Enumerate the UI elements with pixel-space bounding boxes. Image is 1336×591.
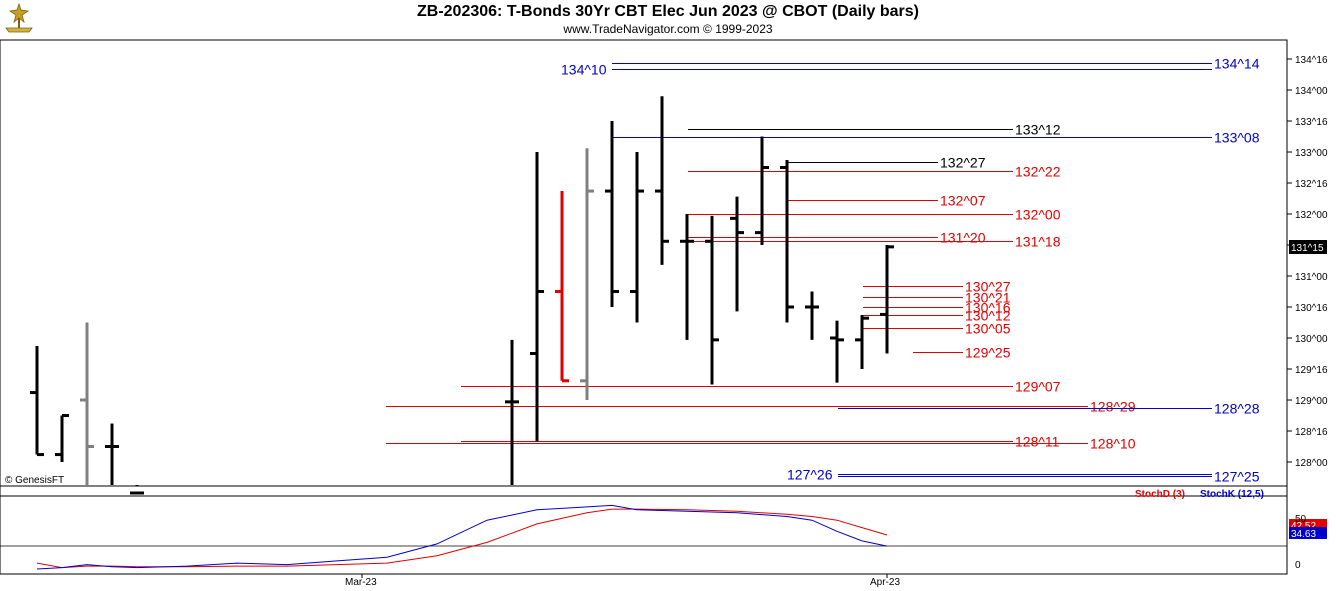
- level-label-11: 130^21: [965, 290, 1011, 306]
- stoch-legend-1: StochK (12,5): [1200, 489, 1264, 500]
- ytick-label-11: 129^00: [1295, 396, 1328, 407]
- ytick-label-9: 130^00: [1295, 334, 1328, 345]
- last-price-label: 131^15: [1291, 243, 1324, 254]
- stoch-value-box-1: [1289, 527, 1327, 539]
- chart-border: [0, 39, 1288, 575]
- ytick-label-8: 130^16: [1295, 303, 1328, 314]
- genesis-logo-icon: [5, 2, 33, 33]
- price-levels: 134^14 134^10 133^12 133^08 132^27 132^22 132^…: [386, 56, 1260, 485]
- stoch-ytick-1: 0: [1295, 560, 1301, 571]
- level-label-12: 130^16: [965, 300, 1011, 316]
- ytick-label-0: 134^16: [1295, 55, 1328, 66]
- chart-title: ZB-202306: T-Bonds 30Yr CBT Elec Jun 202…: [417, 3, 919, 20]
- level-label-2: 133^12: [1015, 122, 1061, 138]
- level-label-18: 128^28: [1214, 401, 1260, 417]
- level-label-10: 130^27: [965, 279, 1011, 295]
- level-label-7: 132^00: [1015, 207, 1061, 223]
- stoch-line-0: [36, 508, 888, 569]
- stoch-value-1: 34.63: [1291, 529, 1316, 540]
- ytick-label-13: 128^00: [1295, 458, 1328, 469]
- level-label-17: 128^29: [1090, 399, 1136, 415]
- ytick-label-4: 132^16: [1295, 179, 1328, 190]
- chart-subtitle: www.TradeNavigator.com © 1999-2023: [563, 22, 773, 36]
- last-price-box: [1289, 240, 1327, 254]
- stoch-legend-0: StochD (3): [1135, 489, 1185, 500]
- level-label-19: 128^11: [1015, 434, 1060, 450]
- stoch-value-0: 42.52: [1291, 521, 1316, 532]
- copyright-label: © GenesisFT: [5, 475, 64, 486]
- level-label-15: 129^25: [965, 345, 1011, 361]
- level-label-20: 128^10: [1090, 436, 1136, 452]
- xtick-label-1: Apr-23: [870, 577, 900, 588]
- date-axis: Mar-23 Apr-23: [345, 574, 900, 588]
- price-axis: 134^16 134^00 133^16 133^00 132^16 132^00 131^…: [1287, 55, 1328, 469]
- level-label-4: 132^27: [940, 155, 986, 171]
- ohlc-bars: [30, 96, 894, 495]
- level-label-1: 134^10: [561, 62, 607, 78]
- ytick-label-7: 131^00: [1295, 272, 1328, 283]
- level-label-16: 129^07: [1015, 379, 1061, 395]
- level-label-6: 132^07: [940, 193, 986, 209]
- level-label-13: 130^12: [965, 308, 1011, 324]
- level-label-5: 132^22: [1015, 164, 1061, 180]
- ytick-label-10: 129^16: [1295, 365, 1328, 376]
- stoch-ytick-0: 50: [1295, 514, 1307, 525]
- level-label-3: 133^08: [1214, 130, 1260, 146]
- stoch-line-1: [36, 504, 888, 570]
- ytick-label-3: 133^00: [1295, 148, 1328, 159]
- stochastic-panel: StochD (3) 42.52 StochK (12,5) 34.63 50 0: [36, 489, 1327, 571]
- level-label-8: 131^20: [940, 230, 986, 246]
- chart-frame: [0, 39, 1288, 575]
- level-label-14: 130^05: [965, 321, 1011, 337]
- ytick-label-12: 128^16: [1295, 427, 1328, 438]
- level-label-21: 127^26: [787, 467, 833, 483]
- xtick-label-0: Mar-23: [345, 577, 377, 588]
- ytick-label-2: 133^16: [1295, 117, 1328, 128]
- level-label-9: 131^18: [1015, 234, 1061, 250]
- ytick-label-1: 134^00: [1295, 86, 1328, 97]
- ytick-label-5: 132^00: [1295, 210, 1328, 221]
- level-label-22: 127^25: [1214, 469, 1260, 485]
- level-label-0: 134^14: [1214, 56, 1260, 72]
